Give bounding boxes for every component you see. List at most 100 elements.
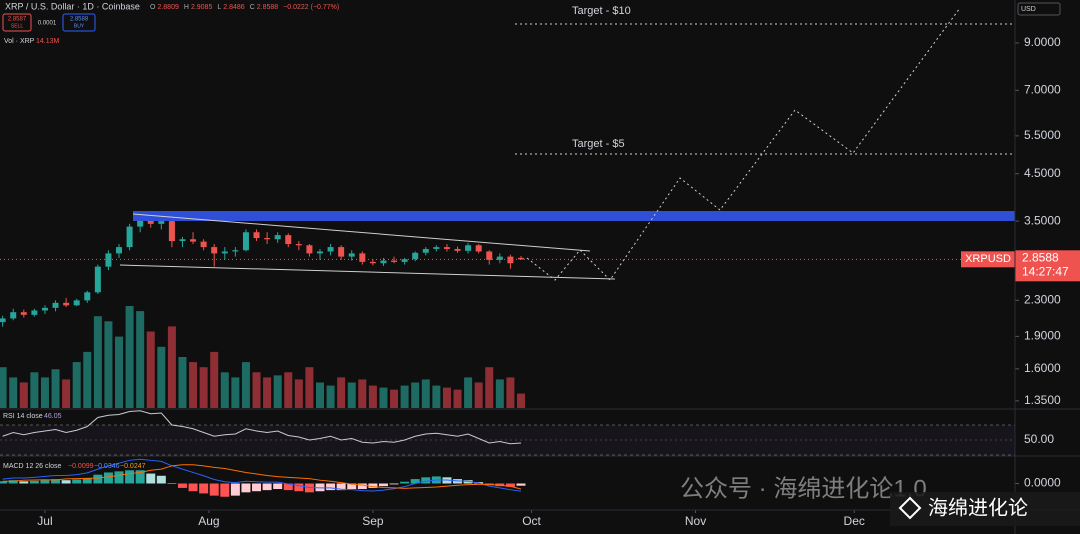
volume-bar: [104, 321, 113, 408]
y-tick-label: 1.6000: [1024, 361, 1061, 375]
candle-body: [422, 248, 429, 253]
macd-histogram-bar: [516, 483, 526, 486]
x-tick-label: Jul: [37, 514, 52, 528]
candle-body: [264, 238, 271, 240]
x-tick-label: Nov: [685, 514, 706, 528]
volume-bar: [0, 367, 7, 408]
volume-bar: [167, 326, 176, 408]
rsi-tick-label: 50.00: [1024, 432, 1054, 446]
macd-histogram-bar: [357, 483, 367, 490]
candle-body: [116, 247, 123, 254]
volume-bar: [379, 387, 388, 408]
macd-histogram-bar: [230, 483, 240, 496]
y-tick-label: 2.3000: [1024, 293, 1061, 307]
volume-legend: Vol · XRP: [4, 38, 35, 45]
volume-bar: [506, 377, 515, 408]
volume-bar: [252, 372, 261, 408]
volume-bar: [241, 362, 250, 408]
x-tick-label: Sep: [362, 514, 384, 528]
volume-bar: [178, 357, 187, 408]
price-label: 2.8588: [1022, 250, 1059, 264]
y-tick-label: 3.5000: [1024, 213, 1061, 227]
candle-body: [285, 235, 292, 245]
sell-label: SELL: [11, 23, 23, 29]
candle-body: [338, 247, 345, 257]
ohlc-item: H: [184, 4, 189, 11]
volume-bar: [125, 306, 134, 408]
plot-layer: 9.0000 7.0000 5.5000 4.5000 3.5000 2.3000 1.90…: [0, 35, 1080, 528]
candle-body: [221, 251, 228, 254]
macd-legend: MACD 12 26 close: [3, 463, 61, 470]
candle-body: [126, 226, 133, 248]
macd-histogram-bar: [421, 477, 431, 484]
volume-bar: [83, 351, 92, 408]
volume-bar: [495, 379, 504, 408]
x-tick-label: Oct: [522, 514, 541, 528]
volume-bar: [273, 375, 282, 408]
buy-price: 2.8588: [70, 17, 89, 23]
volume-bar: [400, 385, 409, 408]
candle-body: [242, 232, 249, 251]
volume-bar: [421, 379, 430, 408]
candle-body: [380, 260, 387, 264]
volume-bar: [62, 379, 71, 408]
macd-histogram-bar: [125, 470, 135, 484]
countdown: 14:27:47: [1022, 264, 1069, 278]
x-tick-label: Dec: [844, 514, 865, 528]
macd-histogram-bar: [410, 479, 420, 484]
ohlc-item: L: [217, 4, 221, 11]
macd-histogram-bar: [51, 479, 61, 484]
projection-path: [526, 7, 961, 281]
macd-histogram-bar: [378, 483, 388, 487]
volume-bar: [199, 367, 208, 408]
candle-body: [517, 257, 524, 260]
badge-icon: [898, 496, 922, 520]
macd-signal-line: [2, 464, 522, 490]
macd-value: −0.0099: [68, 463, 94, 470]
volume-bar: [157, 346, 166, 408]
volume-bar: [326, 385, 335, 408]
candle-body: [31, 310, 38, 315]
sell-button[interactable]: [2, 13, 32, 32]
buy-button[interactable]: [62, 13, 96, 32]
macd-histogram-bar: [463, 480, 473, 484]
volume-bar: [485, 367, 494, 408]
volume-bar: [305, 367, 314, 408]
y-tick-label: 1.3500: [1024, 393, 1061, 407]
rsi-line: [2, 410, 522, 445]
volume-bar: [368, 385, 377, 408]
macd-histogram-bar: [72, 479, 82, 484]
macd-value: −0.0346: [94, 463, 120, 470]
watermark-badge: 海绵进化论: [928, 496, 1028, 519]
candle-body: [306, 245, 313, 254]
resistance-zone: [133, 211, 1015, 221]
currency-box[interactable]: [1017, 2, 1061, 16]
macd-histogram-bar: [241, 483, 251, 493]
candle-body: [147, 220, 154, 224]
rsi-band: [0, 425, 1015, 455]
volume-bar: [453, 389, 462, 408]
volume-bar: [390, 389, 399, 408]
candle-body: [20, 312, 27, 315]
watermark: 公众号 · 海绵进化论1.0: [680, 475, 927, 502]
volume-bar: [210, 351, 219, 408]
buy-label: BUY: [74, 23, 85, 29]
candle-body: [369, 261, 376, 264]
volume-bar: [358, 379, 367, 408]
candle-body: [84, 292, 91, 301]
candle-body: [465, 245, 472, 251]
macd-histogram-bar: [93, 474, 103, 484]
candle-body: [475, 245, 482, 252]
sell-price: 2.8587: [8, 17, 27, 23]
candle-body: [454, 248, 461, 251]
candle-body: [200, 241, 207, 248]
macd-histogram-bar: [209, 483, 219, 496]
macd-histogram-bar: [188, 483, 198, 492]
volume-bar: [347, 382, 356, 408]
candle-body: [232, 250, 239, 252]
volume-bar: [442, 387, 451, 408]
y-tick-label: 9.0000: [1024, 35, 1061, 49]
volume-bar: [146, 331, 155, 408]
macd-histogram-bar: [199, 483, 209, 494]
macd-histogram-bar: [29, 480, 39, 484]
